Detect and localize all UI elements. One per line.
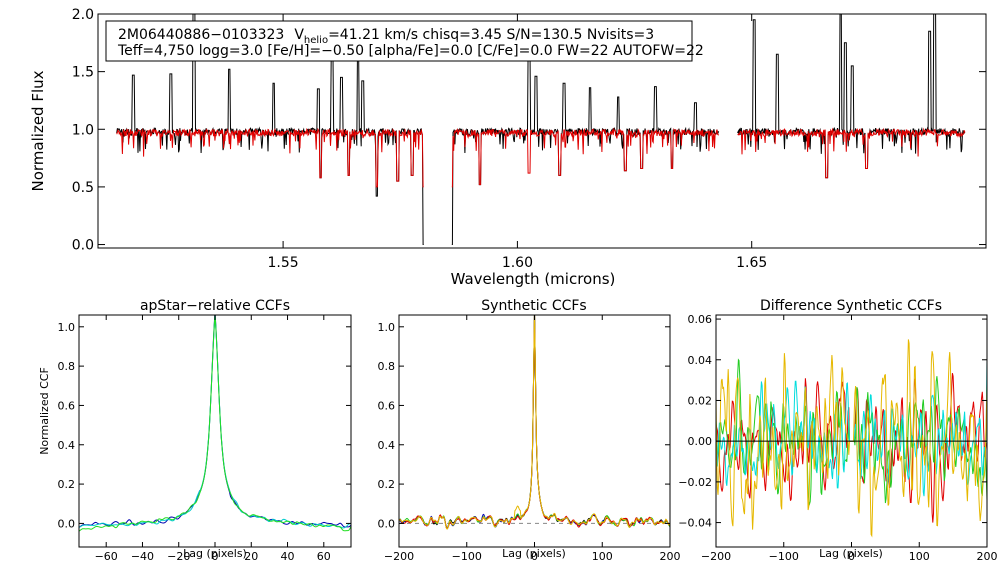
x-tick-label: −100 xyxy=(452,550,482,563)
x-tick-label: −20 xyxy=(167,550,190,563)
x-tick-label: 20 xyxy=(244,550,258,563)
spectrum-panel: 1.55 1.60 1.65 0.0 0.5 1.0 1.5 2.0 2M06440886−0… xyxy=(29,7,987,288)
y-tick-label: 2.0 xyxy=(72,7,94,23)
y-tick-label: 0.6 xyxy=(58,399,76,412)
x-tick-label: −100 xyxy=(769,550,799,563)
star-id: 2M06440886−0103323 xyxy=(118,27,284,43)
spectrum-observed-chip-2 xyxy=(451,50,720,245)
y-tick-label: 0.2 xyxy=(378,478,396,491)
apstar-ccf-visit1 xyxy=(79,315,351,528)
y-tick-label: 0.5 xyxy=(72,180,94,196)
x-tick-label: 0 xyxy=(531,550,538,563)
difference-ccf-title: Difference Synthetic CCFs xyxy=(760,298,942,314)
x-tick-label: 1.65 xyxy=(736,255,767,271)
y-tick-label: 0.6 xyxy=(378,399,396,412)
y-tick-label: 0.0 xyxy=(72,238,94,254)
info-line-1: 2M06440886−0103323 Vhelio=41.21 km/s chis… xyxy=(118,27,654,46)
apstar-ccf-visit3 xyxy=(79,315,351,532)
difference-ccf-panel: −200 −100 0 100 200 −0.04 −0.02 0.00 0.02 0.04 0.0… xyxy=(678,298,997,563)
y-tick-label: 0.06 xyxy=(688,313,713,326)
y-tick-label: 0.00 xyxy=(688,435,713,448)
y-tick-label: 0.04 xyxy=(688,354,713,367)
x-tick-label: 100 xyxy=(592,550,613,563)
x-tick-label: −200 xyxy=(384,550,414,563)
y-tick-label: 0.2 xyxy=(58,478,76,491)
x-tick-label: 1.55 xyxy=(268,255,299,271)
x-tick-label: 0 xyxy=(848,550,855,563)
y-tick-label: 1.0 xyxy=(378,321,396,334)
apstar-ccf-title: apStar−relative CCFs xyxy=(140,298,290,314)
y-tick-label: 0.4 xyxy=(58,439,76,452)
x-tick-label: 200 xyxy=(977,550,998,563)
x-tick-label: 0 xyxy=(212,550,219,563)
info-line-1-rest: =41.21 km/s chisq=3.45 S/N=130.5 Nvisits… xyxy=(328,27,654,43)
x-tick-label: 100 xyxy=(909,550,930,563)
y-tick-label: 0.8 xyxy=(58,360,76,373)
x-tick-label: 60 xyxy=(317,550,331,563)
synthetic-ccf-model xyxy=(399,315,670,530)
synthetic-ccf-frame xyxy=(398,314,671,548)
y-tick-label: 0.0 xyxy=(378,517,396,530)
synthetic-ccf-xlabel: Lag (pixels) xyxy=(502,547,566,560)
y-tick-label: 0.4 xyxy=(378,439,396,452)
x-tick-label: 200 xyxy=(660,550,681,563)
spectrum-synthetic-chip-3 xyxy=(737,127,966,179)
info-box xyxy=(105,20,693,62)
x-tick-label: 40 xyxy=(281,550,295,563)
difference-ccf-xlabel: Lag (pixels) xyxy=(819,547,883,560)
spectrum-ylabel: Normalized Flux xyxy=(29,70,47,191)
apstar-ccf-visit2 xyxy=(79,315,351,529)
apstar-ccf-ylabel: Normalized CCF xyxy=(38,367,51,455)
apstar-ccf-frame xyxy=(78,314,352,548)
y-tick-label: 0.0 xyxy=(58,517,76,530)
x-tick-label: −40 xyxy=(131,550,154,563)
y-tick-label: 1.5 xyxy=(72,65,94,81)
y-tick-label: 1.0 xyxy=(72,122,94,138)
spectrum-synthetic-chip-2 xyxy=(451,127,719,188)
x-tick-label: −200 xyxy=(701,550,731,563)
spectrum-synthetic-chip-1 xyxy=(116,127,424,188)
y-tick-label: 0.8 xyxy=(378,360,396,373)
y-tick-label: −0.04 xyxy=(678,517,712,530)
helio-subscript: helio xyxy=(304,35,328,46)
spectrum-xlabel: Wavelength (microns) xyxy=(451,270,616,288)
synthetic-ccf-title: Synthetic CCFs xyxy=(481,298,586,314)
synthetic-ccf-panel: −200 −100 0 100 200 0.0 0.2 0.4 0.6 0.8 1.0 Synthe… xyxy=(378,298,681,563)
y-tick-label: 0.02 xyxy=(688,394,713,407)
y-tick-label: −0.02 xyxy=(678,476,712,489)
y-tick-label: 1.0 xyxy=(58,321,76,334)
info-line-2: Teff=4,750 logg=3.0 [Fe/H]=−0.50 [alpha/… xyxy=(117,43,704,59)
apstar-ccf-xlabel: Lag (pixels) xyxy=(183,547,247,560)
spectrum-observed-chip-3 xyxy=(737,14,966,179)
x-tick-label: −60 xyxy=(95,550,118,563)
v-label: V xyxy=(294,27,304,43)
spectrum-frame xyxy=(97,13,987,249)
apstar-ccf-panel: −60 −40 −20 0 20 40 60 0.0 0.2 0.4 0.6 0.8 1.0 apSta… xyxy=(38,298,352,563)
x-tick-label: 1.60 xyxy=(502,255,533,271)
